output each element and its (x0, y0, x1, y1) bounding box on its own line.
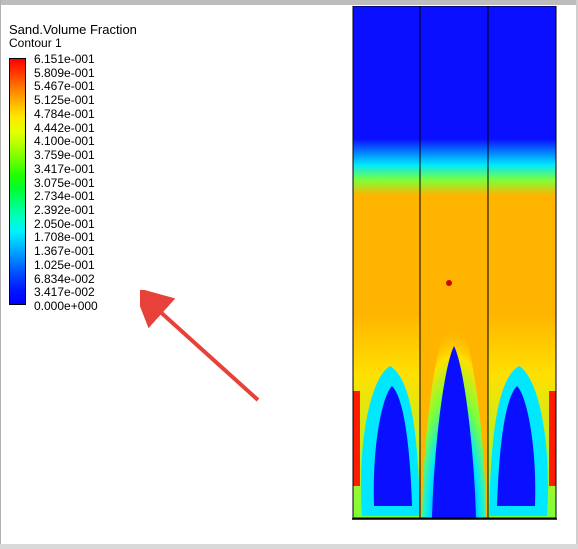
window-right-edge (576, 0, 578, 549)
window-left-edge (0, 0, 1, 549)
legend-tick-label: 1.025e-001 (34, 257, 95, 272)
legend-tick-label: 4.784e-001 (34, 106, 95, 121)
legend-title: Sand.Volume Fraction (9, 22, 137, 37)
legend-tick-label: 1.708e-001 (34, 230, 95, 245)
legend-tick-label: 2.734e-001 (34, 189, 95, 204)
legend-tick-label: 0.000e+000 (34, 299, 98, 313)
legend-tick-label: 1.367e-001 (34, 244, 95, 259)
annotation-arrow-icon (140, 290, 260, 402)
legend-subtitle: Contour 1 (9, 36, 62, 50)
legend-tick-label: 3.075e-001 (34, 175, 95, 190)
legend-tick-label: 3.759e-001 (34, 148, 95, 163)
legend-tick-label: 5.467e-001 (34, 79, 95, 94)
legend-tick-label: 6.834e-002 (34, 271, 95, 286)
legend-tick-label: 3.417e-002 (34, 285, 95, 300)
window-bottom-edge (0, 544, 578, 549)
legend-colorbar (9, 58, 26, 305)
legend-tick-labels: 6.151e-001 5.809e-001 5.467e-001 5.125e-001… (34, 52, 154, 314)
legend-tick-label: 5.809e-001 (34, 65, 95, 80)
contour-plot (352, 6, 557, 520)
window-top-bar (0, 0, 578, 5)
legend-tick-label: 6.151e-001 (34, 52, 95, 66)
legend-tick-label: 2.392e-001 (34, 202, 95, 217)
legend-tick-label: 3.417e-001 (34, 161, 95, 176)
legend-tick-label: 4.442e-001 (34, 120, 95, 135)
legend-tick-label: 2.050e-001 (34, 216, 95, 231)
legend-tick-label: 5.125e-001 (34, 93, 95, 108)
legend-tick-label: 4.100e-001 (34, 134, 95, 149)
